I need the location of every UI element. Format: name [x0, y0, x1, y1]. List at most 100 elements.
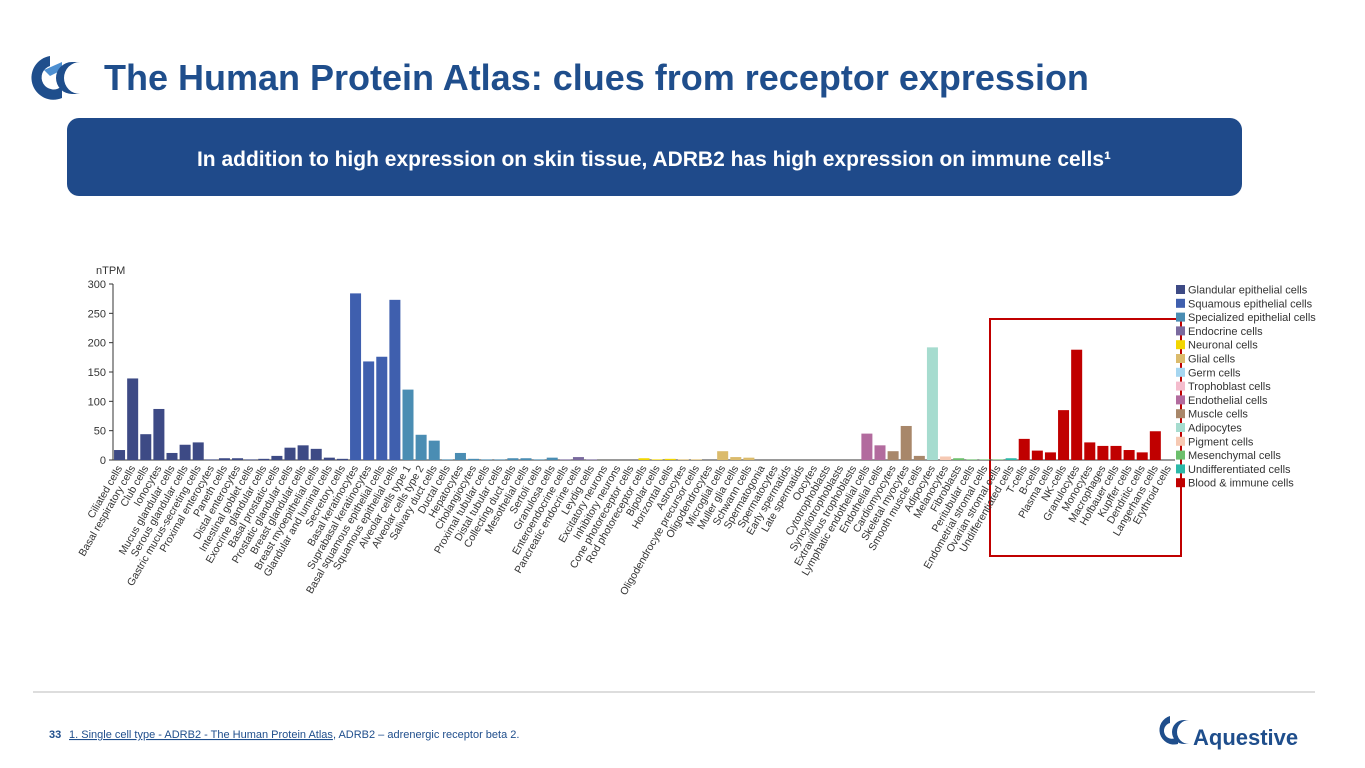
bar	[481, 459, 493, 460]
legend-swatch	[1176, 298, 1185, 308]
bar	[861, 433, 873, 460]
legend-swatch	[1176, 436, 1185, 446]
bar	[284, 447, 296, 460]
legend-swatch	[1176, 354, 1185, 363]
bar	[323, 457, 335, 460]
bar	[979, 459, 991, 460]
bar	[559, 459, 571, 460]
bar	[887, 451, 899, 460]
bar	[192, 442, 204, 460]
bar	[1044, 452, 1056, 460]
legend-swatch	[1176, 312, 1185, 322]
bar	[953, 458, 965, 460]
y-tick-label: 300	[88, 279, 106, 291]
legend-label: Glial cells	[1188, 354, 1236, 366]
bar	[310, 448, 322, 460]
bar	[1136, 452, 1148, 460]
legend-label: Squamous epithelial cells	[1188, 298, 1313, 310]
bar	[913, 455, 925, 460]
legend-swatch	[1176, 326, 1185, 336]
y-tick-label: 0	[100, 455, 106, 467]
y-tick-label: 50	[94, 426, 106, 438]
bar	[428, 440, 440, 460]
bar	[166, 452, 178, 460]
bar	[363, 361, 375, 460]
footer-logo	[1159, 716, 1189, 745]
bar	[179, 444, 191, 460]
source-link[interactable]: 1. Single cell type - ADRB2 - The Human …	[69, 729, 333, 741]
bar	[336, 458, 348, 460]
bar	[507, 458, 519, 460]
page-number: 33	[49, 729, 61, 741]
bar	[992, 459, 1004, 460]
legend-label: Muscle cells	[1188, 409, 1248, 421]
legend-swatch	[1176, 367, 1185, 377]
legend-swatch	[1176, 478, 1185, 488]
bar	[520, 458, 532, 460]
bar	[638, 458, 650, 460]
bar	[1149, 431, 1161, 460]
source-note: , ADRB2 – adrenergic receptor beta 2.	[333, 729, 520, 741]
y-tick-label: 100	[88, 396, 106, 408]
bar	[114, 450, 126, 460]
legend-label: Mesenchymal cells	[1188, 450, 1281, 462]
bar	[1084, 442, 1096, 460]
bar	[454, 452, 466, 460]
legend-label: Endothelial cells	[1188, 395, 1268, 407]
legend-swatch	[1176, 340, 1185, 350]
bar	[127, 378, 139, 460]
bar	[218, 458, 230, 460]
legend-swatch	[1176, 381, 1185, 391]
bar	[874, 445, 886, 460]
y-tick-label: 150	[88, 367, 106, 379]
legend-label: Pigment cells	[1188, 436, 1254, 448]
bar	[1110, 445, 1122, 460]
bar	[651, 459, 663, 460]
legend-swatch	[1176, 395, 1185, 405]
bar	[402, 389, 414, 460]
bar	[232, 458, 244, 460]
banner	[67, 118, 1242, 196]
bar	[1058, 410, 1070, 460]
bar	[743, 457, 755, 460]
legend-swatch	[1176, 464, 1185, 474]
y-axis-label: nTPM	[96, 265, 125, 277]
bar	[1123, 450, 1135, 460]
bar	[258, 458, 270, 460]
bar	[940, 456, 952, 460]
legend-label: Undifferentiated cells	[1188, 464, 1291, 476]
slide-title: The Human Protein Atlas: clues from rece…	[104, 57, 1089, 98]
bar	[546, 457, 558, 460]
bar	[533, 459, 545, 460]
bar	[468, 458, 480, 460]
bar	[297, 445, 309, 460]
footer-source: 1. Single cell type - ADRB2 - The Human …	[69, 729, 519, 741]
bar	[1097, 445, 1109, 460]
legend-label: Trophoblast cells	[1188, 381, 1271, 393]
bar	[415, 434, 427, 460]
legend-label: Specialized epithelial cells	[1188, 312, 1316, 324]
banner-text: In addition to high expression on skin t…	[197, 148, 1111, 171]
legend-label: Germ cells	[1188, 367, 1241, 379]
bar	[966, 459, 978, 460]
bar	[586, 459, 598, 460]
bar	[1005, 458, 1017, 460]
legend-label: Endocrine cells	[1188, 326, 1263, 338]
bar	[494, 459, 506, 460]
bar	[717, 451, 729, 460]
bar	[140, 434, 152, 460]
bar	[572, 457, 584, 460]
bar	[1071, 349, 1083, 460]
bar	[926, 347, 938, 460]
y-tick-label: 200	[88, 338, 106, 350]
bar	[153, 408, 165, 460]
legend-label: Blood & immune cells	[1188, 478, 1294, 490]
legend-label: Glandular epithelial cells	[1188, 285, 1308, 297]
logo-icon	[31, 56, 80, 100]
legend-label: Neuronal cells	[1188, 340, 1258, 352]
bar	[664, 458, 676, 460]
legend-swatch	[1176, 285, 1185, 294]
bar	[376, 356, 388, 460]
